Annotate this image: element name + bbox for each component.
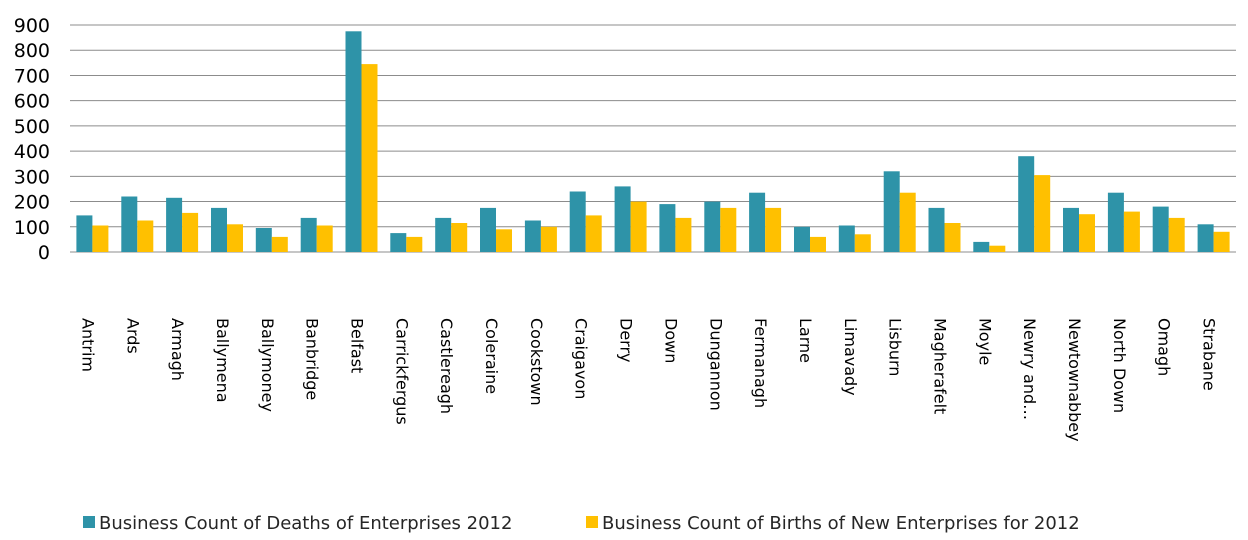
bar-deaths: [345, 31, 362, 252]
bar-births: [406, 236, 423, 252]
y-tick-label: 500: [14, 116, 50, 138]
x-tick-label: Newtownabbey: [1065, 318, 1084, 442]
bar-births: [361, 64, 378, 252]
bar-births: [316, 225, 333, 252]
bar-deaths: [166, 197, 183, 252]
bar-deaths: [390, 233, 407, 252]
bar-births: [540, 226, 557, 252]
x-tick-label: Omagh: [1155, 318, 1174, 376]
legend-swatch-births: [586, 516, 598, 528]
bar-deaths: [1107, 192, 1124, 252]
y-tick-label: 700: [14, 65, 50, 87]
bar-deaths: [211, 207, 227, 252]
x-tick-label: Moyle: [975, 318, 994, 365]
bar-deaths: [1152, 206, 1169, 252]
x-axis-tick-labels: Antrim Ards Armagh Ballymena Ballymoney Banbr…: [78, 318, 1218, 442]
bar-births: [227, 224, 243, 252]
y-tick-label: 100: [14, 217, 50, 239]
bar-births: [271, 236, 288, 252]
bar-births: [451, 223, 468, 252]
bar-births: [810, 236, 826, 252]
x-tick-label: Ards: [123, 318, 142, 354]
x-tick-label: Banbridge: [303, 318, 322, 400]
legend-swatch-deaths: [83, 516, 95, 528]
y-tick-label: 600: [14, 91, 50, 113]
y-tick-label: 800: [14, 40, 50, 62]
bar-births: [675, 217, 692, 252]
y-tick-label: 400: [14, 141, 50, 163]
bar-births: [765, 207, 782, 252]
bar-deaths: [1197, 224, 1214, 252]
bar-deaths: [255, 228, 272, 252]
x-tick-label: Limavady: [841, 318, 860, 396]
x-tick-label: Strabane: [1200, 318, 1219, 391]
bar-births: [1168, 217, 1185, 252]
bar-births: [899, 192, 916, 252]
x-tick-label: Larne: [796, 318, 815, 363]
bar-births: [1123, 211, 1140, 252]
bar-deaths: [1018, 156, 1035, 252]
legend: Business Count of Deaths of Enterprises …: [83, 513, 1080, 534]
x-tick-label: Craigavon: [572, 318, 591, 399]
x-tick-label: Coleraine: [482, 318, 501, 394]
bar-births: [944, 223, 961, 252]
bar-deaths: [1063, 207, 1079, 252]
x-tick-label: Belfast: [348, 318, 367, 373]
bar-deaths: [76, 215, 93, 252]
x-tick-label: Newry and…: [1020, 318, 1039, 420]
bar-deaths: [614, 186, 631, 252]
bar-deaths: [524, 220, 541, 252]
x-tick-label: Down: [661, 318, 680, 363]
bar-deaths: [749, 192, 766, 252]
x-tick-label: Magherafelt: [931, 318, 950, 414]
bar-deaths: [883, 171, 900, 252]
bar-deaths: [480, 207, 496, 252]
y-tick-label: 0: [38, 242, 50, 264]
bars: [76, 31, 1230, 252]
bar-births: [137, 220, 154, 252]
bar-births: [854, 234, 871, 252]
legend-label-births: Business Count of Births of New Enterpri…: [602, 513, 1080, 534]
bar-deaths: [928, 207, 945, 252]
bar-births: [1213, 231, 1230, 252]
x-tick-label: North Down: [1110, 318, 1129, 413]
bar-births: [92, 225, 109, 252]
bar-deaths: [300, 217, 317, 252]
bar-births: [182, 212, 199, 252]
x-tick-label: Antrim: [78, 318, 97, 372]
legend-label-deaths: Business Count of Deaths of Enterprises …: [99, 513, 512, 534]
x-tick-label: Cookstown: [527, 318, 546, 406]
bar-births: [496, 229, 512, 252]
bar-deaths: [838, 225, 855, 252]
y-tick-label: 200: [14, 192, 50, 214]
bar-births: [989, 245, 1006, 252]
bar-births: [1079, 214, 1095, 252]
bar-deaths: [121, 196, 138, 252]
bar-deaths: [794, 226, 810, 252]
x-tick-label: Castlereagh: [437, 318, 456, 414]
bar-deaths: [569, 191, 586, 252]
bar-births: [1034, 175, 1051, 252]
x-tick-label: Ballymena: [213, 318, 232, 403]
y-tick-label: 300: [14, 166, 50, 188]
x-tick-label: Derry: [617, 318, 636, 363]
x-tick-label: Dungannon: [706, 318, 725, 411]
x-tick-label: Ballymoney: [258, 318, 277, 412]
bar-deaths: [973, 241, 990, 252]
bar-births: [720, 207, 737, 252]
y-axis-tick-labels: 0 100 200 300 400 500 600 700 800 900: [14, 15, 50, 264]
bar-deaths: [659, 204, 676, 252]
bar-births: [630, 201, 647, 252]
bar-births: [585, 215, 602, 252]
gridlines: [70, 24, 1236, 253]
bar-deaths: [435, 217, 452, 252]
x-tick-label: Lisburn: [886, 318, 905, 376]
x-tick-label: Armagh: [168, 318, 187, 381]
x-tick-label: Carrickfergus: [392, 318, 411, 425]
x-tick-label: Fermanagh: [751, 318, 770, 408]
bar-deaths: [704, 201, 721, 252]
y-tick-label: 900: [14, 15, 50, 37]
